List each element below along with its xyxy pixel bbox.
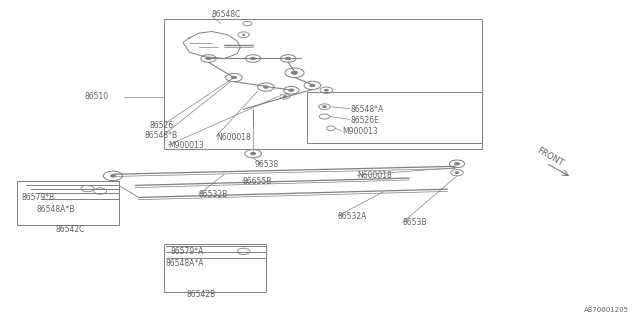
- Text: 86532B: 86532B: [199, 190, 228, 199]
- Bar: [307, 92, 483, 142]
- Text: 86542B: 86542B: [186, 290, 216, 299]
- Text: 86532A: 86532A: [338, 212, 367, 221]
- Text: 86548*B: 86548*B: [145, 131, 178, 140]
- Text: 86655B: 86655B: [243, 177, 271, 186]
- Text: 86548A*A: 86548A*A: [166, 259, 204, 268]
- Circle shape: [263, 86, 268, 88]
- Circle shape: [324, 89, 328, 91]
- Text: 96538: 96538: [254, 160, 278, 169]
- Circle shape: [289, 89, 294, 92]
- Circle shape: [243, 34, 245, 35]
- Circle shape: [291, 71, 298, 74]
- Text: 8653B: 8653B: [403, 218, 428, 227]
- Bar: [164, 19, 483, 149]
- Circle shape: [206, 57, 211, 60]
- Circle shape: [250, 152, 255, 155]
- Circle shape: [455, 172, 459, 174]
- Text: N600018: N600018: [216, 133, 251, 142]
- Circle shape: [310, 84, 315, 87]
- Text: 86548C: 86548C: [212, 10, 241, 19]
- Circle shape: [454, 163, 460, 165]
- Text: 86579*B: 86579*B: [22, 193, 55, 202]
- Circle shape: [232, 76, 237, 79]
- Circle shape: [323, 106, 326, 108]
- Circle shape: [285, 57, 291, 60]
- Text: 86510: 86510: [84, 92, 108, 101]
- Text: A870001205: A870001205: [584, 307, 629, 313]
- Circle shape: [250, 57, 255, 60]
- Text: 86526: 86526: [149, 121, 173, 130]
- Text: 86542C: 86542C: [56, 225, 85, 234]
- Text: N600018: N600018: [357, 172, 392, 180]
- Text: 86579*A: 86579*A: [170, 247, 204, 257]
- Circle shape: [110, 175, 115, 177]
- Text: M900013: M900013: [342, 127, 378, 136]
- Text: 86548A*B: 86548A*B: [36, 205, 75, 214]
- Bar: [17, 180, 119, 225]
- Text: 86548*A: 86548*A: [351, 105, 384, 114]
- Text: FRONT: FRONT: [536, 146, 564, 168]
- Circle shape: [283, 96, 287, 98]
- Text: M900013: M900013: [168, 141, 204, 150]
- Bar: [164, 244, 266, 292]
- Text: 86526E: 86526E: [351, 116, 380, 124]
